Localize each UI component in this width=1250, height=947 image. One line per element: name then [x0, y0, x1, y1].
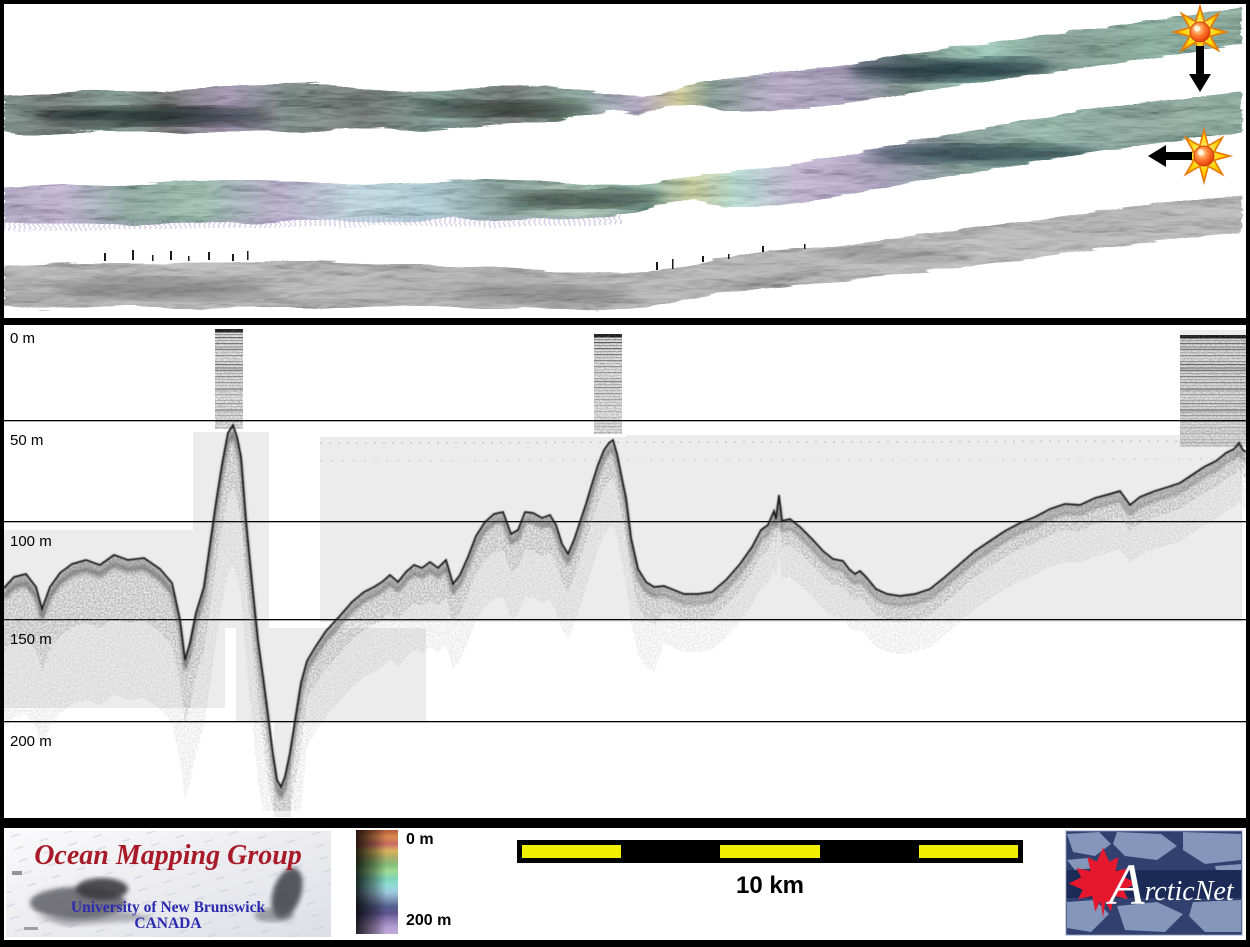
scale-bar-segment	[918, 845, 1019, 858]
omg-logo: Ocean Mapping Group University of New Br…	[6, 831, 331, 937]
echogram-svg: 0 m 50 m 100 m 150 m 200 m	[4, 329, 1246, 817]
swath-image-panel	[4, 4, 1246, 318]
subbottom-reflector-line	[4, 430, 1246, 799]
subbottom-echogram-panel: 0 m 50 m 100 m 150 m 200 m	[4, 325, 1246, 818]
scale-bar-label: 10 km	[735, 872, 805, 899]
depth-labels: 0 m 50 m 100 m 150 m 200 m	[10, 330, 52, 750]
scale-bar-segment	[621, 845, 721, 858]
seabed-echo-line	[4, 423, 1246, 789]
footer-bar: Ocean Mapping Group University of New Br…	[4, 828, 1246, 940]
swath-svg	[4, 4, 1242, 311]
color-scale-top-label: 0 m	[406, 831, 434, 848]
bathymetry-swath-sun-right	[4, 92, 1242, 231]
scale-bar-segment	[522, 845, 622, 858]
arrow-down-icon	[1189, 46, 1211, 92]
backscatter-targets	[104, 244, 806, 270]
color-scale-bottom-label: 200 m	[406, 912, 452, 929]
maple-leaf-icon	[1068, 847, 1138, 918]
arcticnet-initial: A	[1105, 852, 1145, 917]
depth-label: 0 m	[10, 330, 35, 347]
depth-color-scale-shading	[356, 830, 398, 934]
sun-left-arrow-icon	[1148, 126, 1234, 186]
swath-fringe	[4, 215, 625, 231]
scale-bar-segment	[819, 845, 919, 858]
scale-bar-segments	[522, 845, 1019, 858]
arcticnet-wordmark: ArcticNet	[1105, 852, 1235, 917]
arcticnet-logo: ArcticNet	[1065, 830, 1243, 936]
depth-label: 100 m	[10, 533, 52, 550]
omg-title: Ocean Mapping Group	[34, 840, 302, 871]
subbottom-scatter	[4, 423, 1246, 811]
arcticnet-rest: rcticNet	[1144, 876, 1234, 907]
omg-country: CANADA	[134, 915, 202, 932]
arrow-left-icon	[1148, 145, 1192, 167]
depth-label: 50 m	[10, 432, 43, 449]
omg-subtitle: University of New Brunswick	[71, 899, 266, 916]
scale-bar-segment	[720, 845, 820, 858]
sun-down-arrow-icon	[1170, 4, 1230, 92]
depth-label: 150 m	[10, 631, 52, 648]
water-column-noise-bands	[215, 329, 1246, 447]
backscatter-swath	[4, 195, 1242, 311]
bathymetry-swath-sun-top	[4, 7, 1242, 135]
sonar-target-shapes	[12, 867, 303, 930]
distance-scale-bar	[517, 840, 1023, 863]
depth-label: 200 m	[10, 733, 52, 750]
